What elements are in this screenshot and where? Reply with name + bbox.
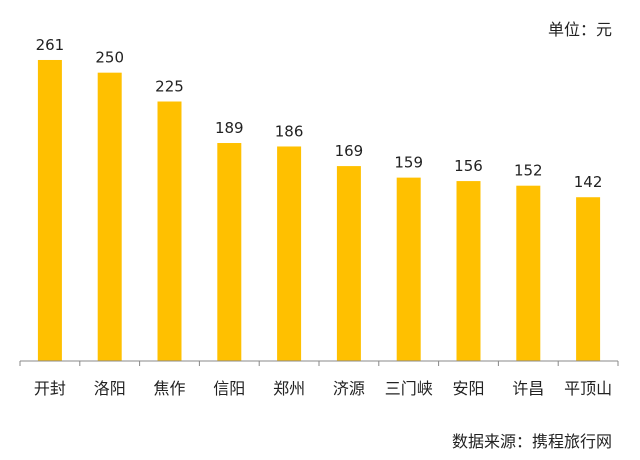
- bar-开封: [37, 59, 62, 361]
- data-label: 142: [574, 173, 603, 191]
- category-label: 安阳: [452, 379, 484, 398]
- data-label: 261: [36, 36, 65, 54]
- bar-洛阳: [97, 72, 122, 362]
- data-label: 225: [155, 78, 184, 96]
- category-label: 济源: [333, 379, 365, 398]
- unit-label: 单位：元: [547, 20, 612, 39]
- category-label: 郑州: [273, 379, 305, 398]
- bar-信阳: [217, 143, 242, 361]
- data-label: 189: [215, 119, 244, 137]
- data-label: 156: [454, 157, 483, 175]
- ticks-layer: [19, 361, 619, 366]
- data-label: 152: [514, 162, 543, 180]
- data-label: 250: [95, 49, 124, 67]
- data-label: 169: [335, 142, 364, 160]
- bar-济源: [336, 166, 361, 361]
- category-label: 开封: [34, 379, 66, 398]
- bar-三门峡: [396, 177, 421, 361]
- category-label: 洛阳: [94, 379, 126, 398]
- labels-layer: 261 开封 250 洛阳 225 焦作 189 信阳 186 郑州 169 济源 159 三门峡 156 安…: [34, 36, 612, 398]
- category-label: 信阳: [213, 379, 245, 398]
- category-label: 焦作: [153, 379, 185, 398]
- bar-郑州: [277, 146, 302, 361]
- data-label: 159: [394, 154, 423, 172]
- category-label: 许昌: [512, 379, 544, 398]
- bar-平顶山: [576, 197, 601, 361]
- bar-安阳: [456, 181, 481, 361]
- source-label: 数据来源：携程旅行网: [451, 432, 612, 451]
- category-label: 三门峡: [385, 379, 433, 398]
- bar-焦作: [157, 101, 182, 361]
- bar-许昌: [516, 185, 541, 361]
- category-label: 平顶山: [564, 379, 612, 398]
- bars-layer: [37, 59, 601, 362]
- data-label: 186: [275, 122, 304, 140]
